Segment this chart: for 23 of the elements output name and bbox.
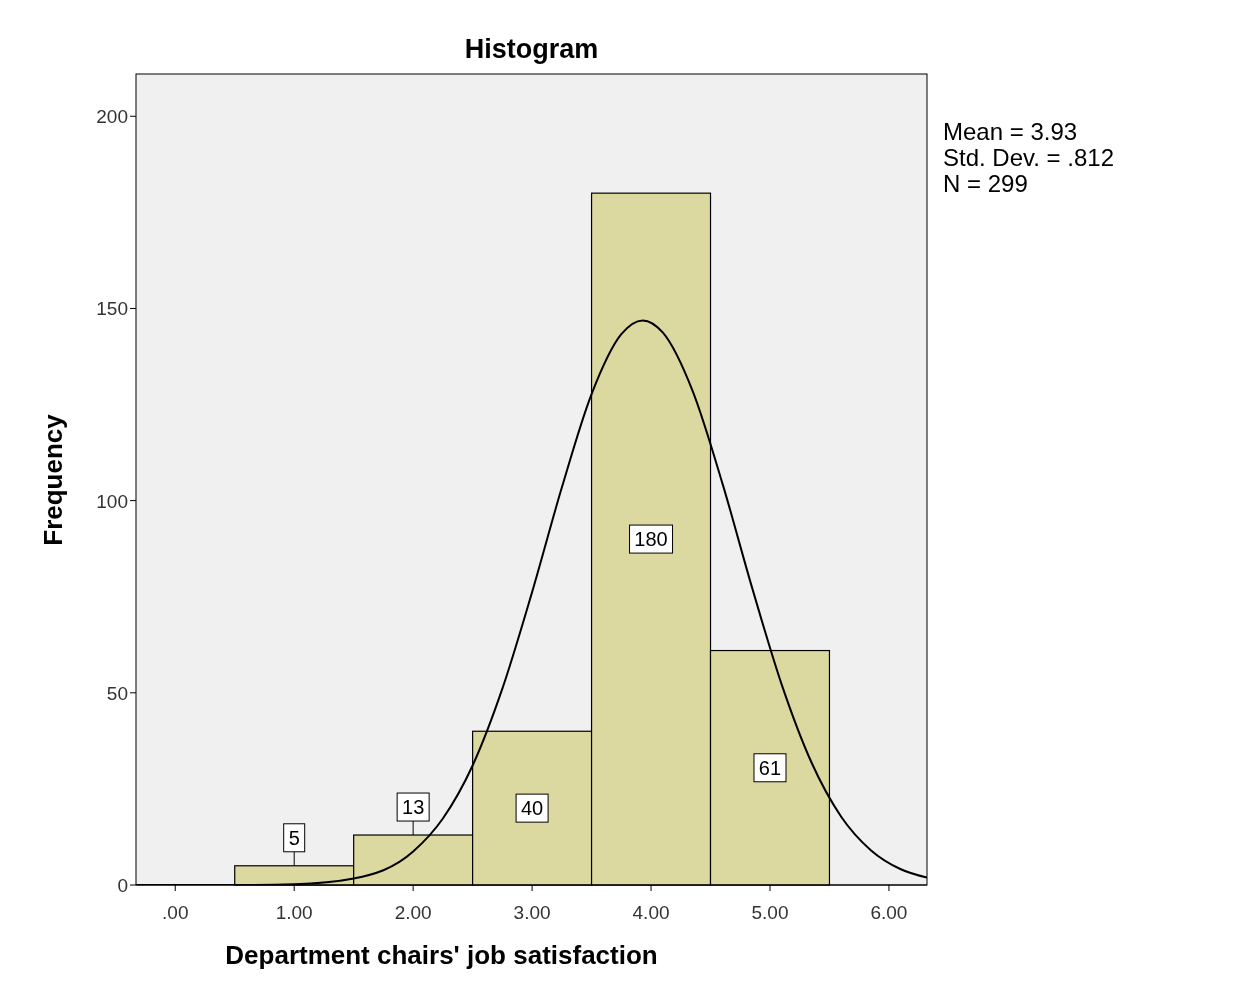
text: N = 299 <box>943 170 1028 197</box>
y-axis-title: Frequency <box>38 413 68 546</box>
y-tick-label: 0 <box>117 875 128 896</box>
x-tick-label: 3.00 <box>513 902 551 923</box>
y-tick-label: 150 <box>96 298 128 320</box>
data-label: 180 <box>634 528 668 551</box>
y-tick-label: 50 <box>106 682 128 704</box>
data-label: 13 <box>402 796 425 819</box>
text: Std. Dev. = .812 <box>943 144 1114 171</box>
text: Mean = 3.93 <box>943 118 1078 145</box>
x-axis-title: Department chairs' job satisfaction <box>225 940 658 970</box>
chart-title: Histogram <box>464 34 599 64</box>
y-tick-label: 100 <box>96 490 128 512</box>
data-label: 61 <box>758 756 782 779</box>
x-tick-label: 4.00 <box>632 902 670 923</box>
x-tick-label: .00 <box>162 902 189 923</box>
x-tick-label: 1.00 <box>275 902 313 923</box>
data-label: 5 <box>288 826 300 849</box>
y-tick-label: 200 <box>96 106 128 128</box>
x-tick-label: 5.00 <box>751 902 789 923</box>
x-tick-label: 2.00 <box>394 902 432 923</box>
data-label: 40 <box>520 797 544 820</box>
x-tick-label: 6.00 <box>870 902 908 923</box>
